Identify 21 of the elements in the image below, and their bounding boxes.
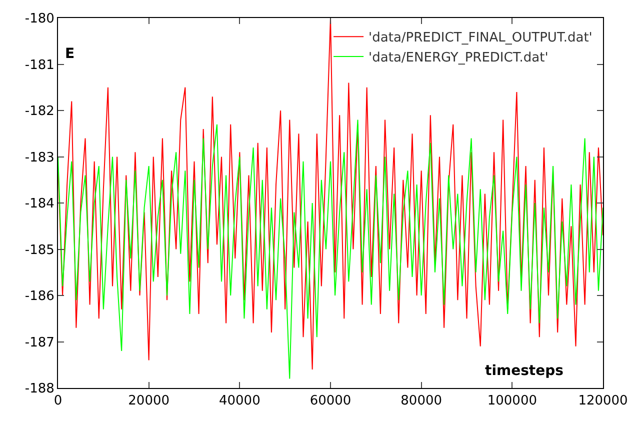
x-tick-label: 0 [54,394,62,409]
x-tick-label: 60000 [310,394,352,409]
y-tick-label: -187 [24,335,54,350]
y-tick-label: -182 [24,104,54,120]
y-tick-label: -184 [24,196,54,212]
x-tick-label: 80000 [400,394,442,409]
x-tick-label: 100000 [487,394,537,409]
y-tick-label: -183 [24,150,54,166]
legend-label: 'data/ENERGY_PREDICT.dat' [368,50,548,66]
y-axis-title: E [65,46,75,62]
y-tick-label: -185 [24,242,54,258]
x-tick-label: 20000 [128,394,170,409]
line-series [58,119,603,380]
y-tick-label: -180 [24,12,54,27]
x-axis-title: timesteps [485,363,564,379]
y-tick-label: -181 [24,58,54,73]
legend-label: 'data/PREDICT_FINAL_OUTPUT.dat' [368,30,592,46]
x-tick-label: 40000 [218,394,260,409]
y-tick-label: -186 [24,289,54,304]
x-tick-label: 120000 [578,394,628,409]
y-tick-label: -188 [24,382,54,397]
